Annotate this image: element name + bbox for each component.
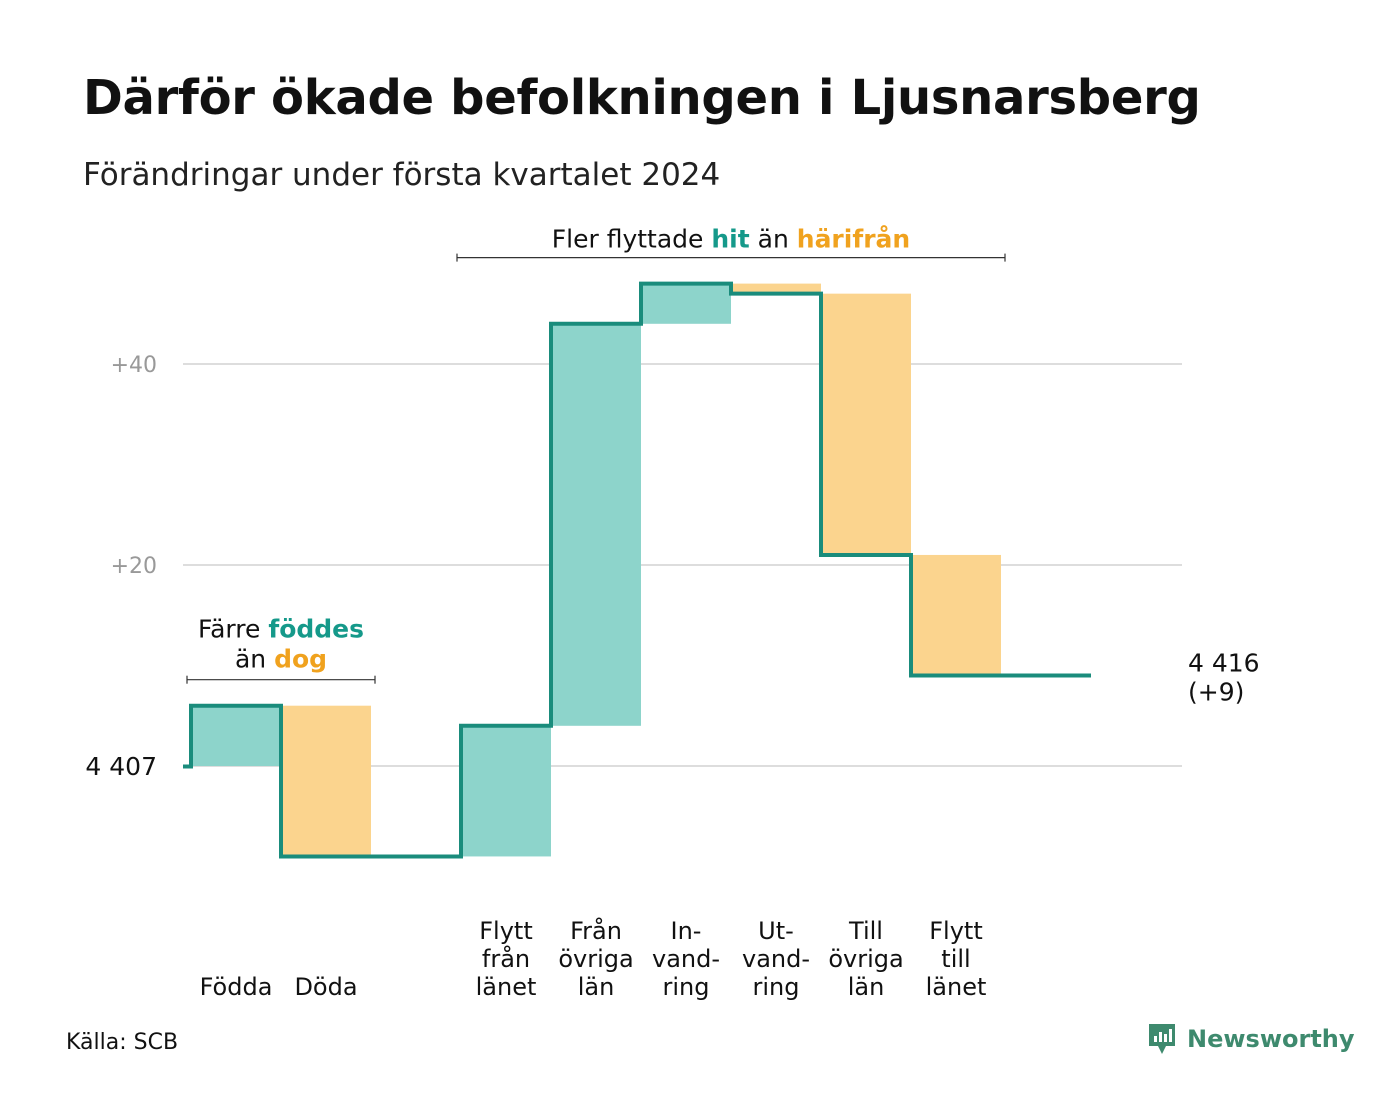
- annotation-text-part: Färre: [198, 615, 268, 644]
- category-label: Till: [848, 917, 883, 945]
- category-label: län: [578, 973, 615, 1001]
- category-label: till: [941, 945, 970, 973]
- category-label: från: [482, 944, 530, 973]
- category-label: vand-: [742, 945, 810, 973]
- annotation-text-part: dog: [274, 645, 327, 674]
- category-label: Ut-: [758, 917, 794, 945]
- category-label: In-: [671, 917, 702, 945]
- waterfall-bar: [191, 705, 281, 766]
- annotation-text: Färre föddes: [198, 615, 364, 644]
- waterfall-bar: [821, 293, 911, 555]
- waterfall-bar: [911, 554, 1001, 676]
- category-label: länet: [476, 973, 537, 1001]
- waterfall-bar: [731, 283, 821, 294]
- category-label: länet: [926, 973, 987, 1001]
- y-tick-label: +40: [111, 353, 157, 378]
- end-change-label: (+9): [1188, 678, 1244, 707]
- annotation-text: än dog: [235, 645, 327, 674]
- newsworthy-logo-icon: [1149, 1024, 1175, 1054]
- category-label: övriga: [828, 945, 903, 973]
- end-value-label: 4 416: [1188, 649, 1260, 678]
- annotation-text-part: än: [235, 645, 274, 674]
- annotation-text-part: hit: [711, 225, 749, 254]
- y-tick-label: +20: [111, 554, 157, 579]
- annotation-text: Fler flyttade hit än härifrån: [552, 225, 910, 254]
- waterfall-bar: [461, 725, 551, 857]
- annotation-text-part: härifrån: [797, 225, 910, 254]
- category-label: vand-: [652, 945, 720, 973]
- category-label: ring: [753, 973, 800, 1001]
- waterfall-bar: [641, 283, 731, 324]
- waterfall-bar: [281, 705, 371, 857]
- category-label: Från: [570, 916, 622, 945]
- brand-name: Newsworthy: [1187, 1025, 1355, 1053]
- cumulative-step-line: [183, 281, 1091, 859]
- category-label: ring: [663, 973, 710, 1001]
- category-label: län: [848, 973, 885, 1001]
- waterfall-bar: [551, 323, 641, 726]
- annotation-text-part: än: [750, 225, 797, 254]
- category-label: övriga: [558, 945, 633, 973]
- chart-title: Därför ökade befolkningen i Ljusnarsberg: [83, 70, 1201, 126]
- annotation-text-part: Fler flyttade: [552, 225, 712, 254]
- start-value-label: 4 407: [85, 752, 157, 781]
- annotation-text-part: föddes: [268, 615, 364, 644]
- category-label: Flytt: [929, 917, 983, 945]
- category-label: Flytt: [479, 917, 533, 945]
- chart-subtitle: Förändringar under första kvartalet 2024: [83, 157, 721, 193]
- source-note: Källa: SCB: [66, 1030, 179, 1055]
- category-label: Döda: [294, 973, 357, 1001]
- category-label: Födda: [200, 973, 273, 1001]
- brand-logo: Newsworthy: [1147, 1022, 1355, 1056]
